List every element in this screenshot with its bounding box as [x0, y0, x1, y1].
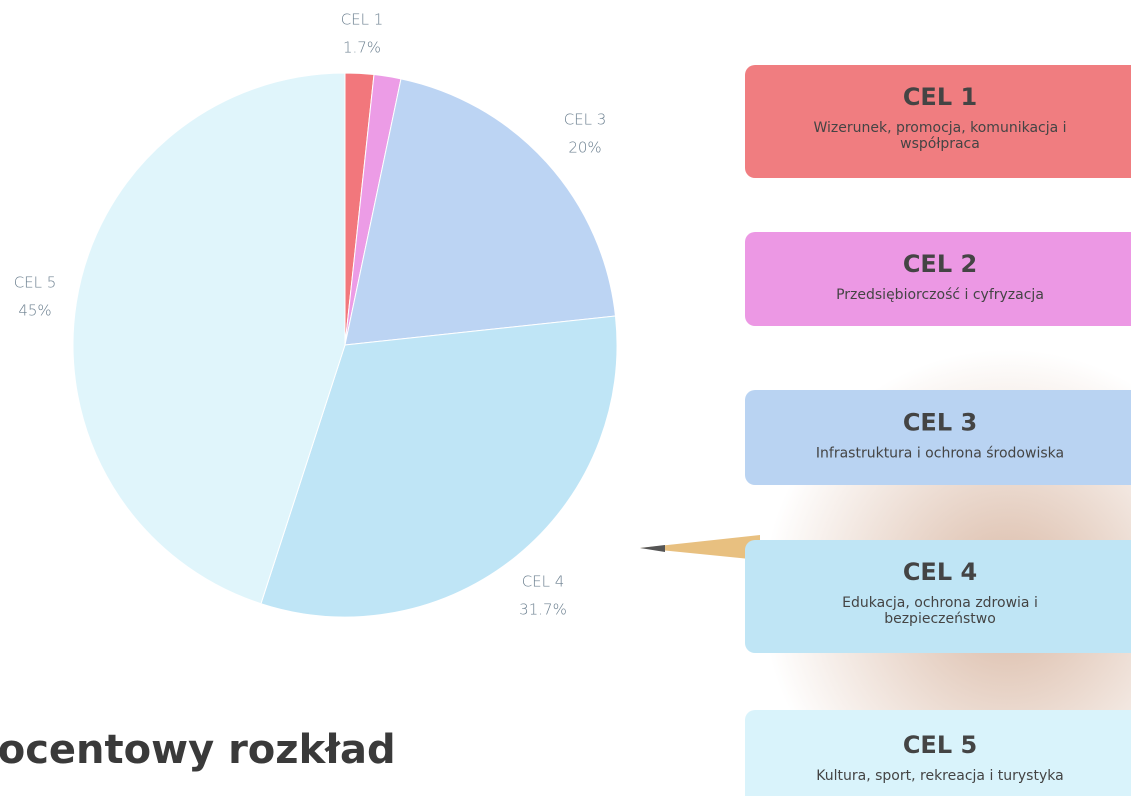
- card-description: Edukacja, ochrona zdrowia i: [842, 595, 1038, 611]
- chart-title: rocentowy rozkład: [0, 727, 396, 773]
- card: [745, 232, 1131, 326]
- chart: rocentowy rozkład CEL 1 1.7% CEL 3 20% CEL 4…: [0, 0, 1131, 796]
- card-description: Kultura, sport, rekreacja i turystyka: [816, 768, 1063, 784]
- slice-label: CEL 3: [564, 111, 607, 129]
- card-description: Infrastruktura i ochrona środowiska: [816, 446, 1064, 462]
- slice-label: CEL 4: [522, 573, 565, 591]
- card-title: CEL 3: [903, 409, 977, 437]
- slice-value: 20%: [568, 139, 601, 157]
- slice-value: 31.7%: [519, 601, 567, 619]
- card-title: CEL 1: [903, 83, 977, 111]
- card-description: Przedsiębiorczość i cyfryzacja: [836, 287, 1044, 303]
- slice-label: CEL 1: [341, 11, 384, 29]
- page: rocentowy rozkład CEL 1 1.7% CEL 3 20% CEL 4…: [0, 0, 1131, 796]
- card: [745, 390, 1131, 485]
- card-description: współpraca: [900, 136, 980, 152]
- slice-value: 1.7%: [343, 39, 381, 57]
- card-description: bezpieczeństwo: [884, 611, 996, 627]
- slice-label: CEL 5: [14, 274, 57, 292]
- card-description: Wizerunek, promocja, komunikacja i: [813, 120, 1066, 136]
- card-title: CEL 5: [903, 731, 977, 759]
- slice-value: 45%: [18, 302, 51, 320]
- card-title: CEL 4: [903, 558, 977, 586]
- card-title: CEL 2: [903, 250, 977, 278]
